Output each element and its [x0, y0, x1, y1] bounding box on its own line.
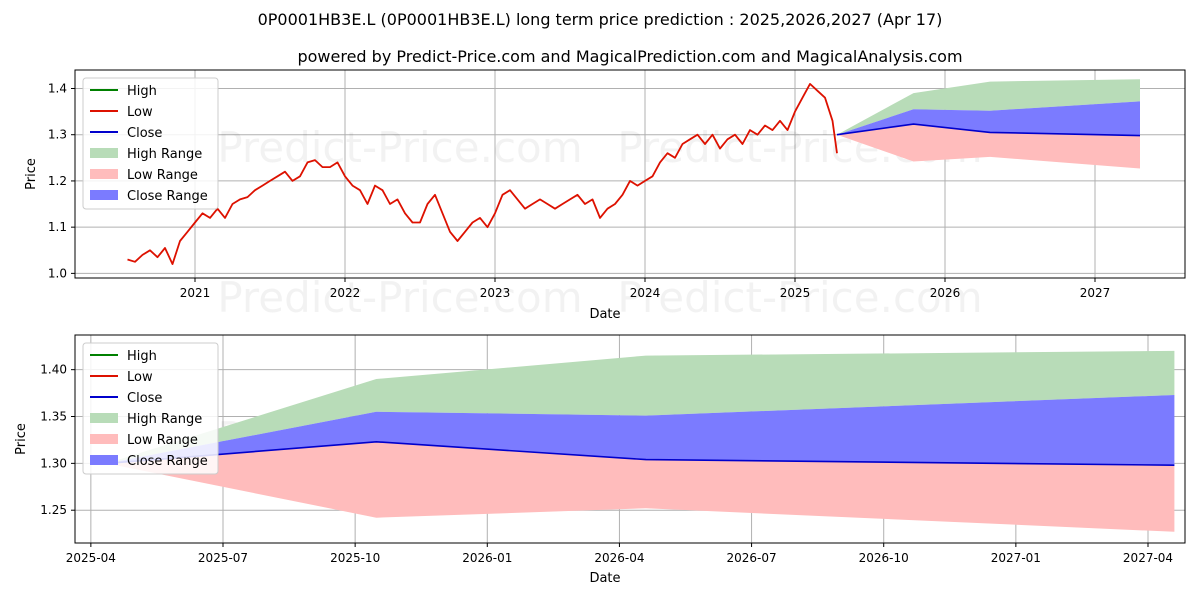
axes-frame: [74, 69, 1186, 279]
close-range-band: [106, 395, 1175, 466]
x-axis-label: Date: [589, 307, 620, 322]
legend-swatch-patch: [90, 169, 118, 179]
legend-label: High Range: [127, 412, 202, 427]
x-tick-label: 2026: [930, 286, 961, 300]
x-tick-label: 2022: [330, 286, 361, 300]
axes-frame: [74, 334, 1186, 544]
watermark-text: Predict-Price.com: [617, 273, 982, 322]
x-tick-label: 2024: [630, 286, 661, 300]
chart-title: 0P0001HB3E.L (0P0001HB3E.L) long term pr…: [258, 10, 943, 29]
x-tick-label: 2025-07: [198, 551, 248, 565]
legend-swatch-patch: [90, 190, 118, 200]
close-forecast-line: [106, 440, 1175, 466]
y-axis-label: Price: [14, 423, 29, 455]
legend-label: Low: [127, 370, 153, 385]
x-tick-label: 2027: [1080, 286, 1111, 300]
y-tick-label: 1.2: [48, 174, 67, 188]
legend-label: Low Range: [127, 433, 198, 448]
close-range-band: [837, 101, 1140, 136]
chart-panel-1: Predict-Price.com Predict-Price.com Predic…: [24, 69, 1186, 322]
x-tick-label: 2025-04: [66, 551, 116, 565]
x-tick-label: 2027-01: [991, 551, 1041, 565]
high-range-band: [106, 350, 1175, 464]
x-tick-label: 2023: [480, 286, 511, 300]
legend-label: Close: [127, 126, 162, 141]
legend-label: Low Range: [127, 168, 198, 183]
y-tick-label: 1.35: [40, 410, 67, 424]
x-tick-label: 2026-04: [594, 551, 644, 565]
low-range-band: [106, 441, 1175, 532]
legend-swatch-patch: [90, 455, 118, 465]
legend: High Low Close High Range Low Range Close Ran…: [82, 342, 219, 475]
x-tick-label: 2025-10: [330, 551, 380, 565]
x-tick-label: 2026-01: [462, 551, 512, 565]
legend-label: Close Range: [127, 454, 208, 469]
watermark-text: Predict-Price.com: [217, 273, 582, 322]
x-axis-label: Date: [589, 571, 620, 586]
y-tick-label: 1.1: [48, 220, 67, 234]
legend-swatch-patch: [90, 434, 118, 444]
low-history-line: [127, 83, 838, 266]
close-forecast-line: [836, 123, 1141, 137]
y-tick-label: 1.0: [48, 266, 67, 280]
chart-subtitle: powered by Predict-Price.com and Magical…: [297, 47, 962, 66]
x-tick-label: 2027-04: [1123, 551, 1173, 565]
legend-label: Low: [127, 105, 153, 120]
legend-label: High: [127, 349, 157, 364]
legend-swatch-patch: [90, 413, 118, 423]
legend-label: High: [127, 84, 157, 99]
y-tick-label: 1.4: [48, 81, 67, 95]
legend-swatch-patch: [90, 148, 118, 158]
y-tick-label: 1.40: [40, 363, 67, 377]
y-tick-label: 1.30: [40, 456, 67, 470]
x-tick-label: 2025: [780, 286, 811, 300]
low-range-band: [837, 124, 1140, 169]
high-range-band: [837, 79, 1140, 135]
watermark-text: Predict-Price.com: [217, 123, 582, 172]
legend-label: Close: [127, 391, 162, 406]
chart-panel-2: Predict-Price.comPredict-Price.com2025-0…: [14, 334, 1186, 586]
legend: High Low Close High Range Low Range Close Ran…: [82, 77, 219, 210]
x-tick-label: 2026-10: [859, 551, 909, 565]
legend-label: Close Range: [127, 189, 208, 204]
y-tick-label: 1.3: [48, 128, 67, 142]
y-tick-label: 1.25: [40, 503, 67, 517]
legend-label: High Range: [127, 147, 202, 162]
x-tick-label: 2021: [180, 286, 211, 300]
y-axis-label: Price: [24, 158, 39, 190]
x-tick-label: 2026-07: [727, 551, 777, 565]
